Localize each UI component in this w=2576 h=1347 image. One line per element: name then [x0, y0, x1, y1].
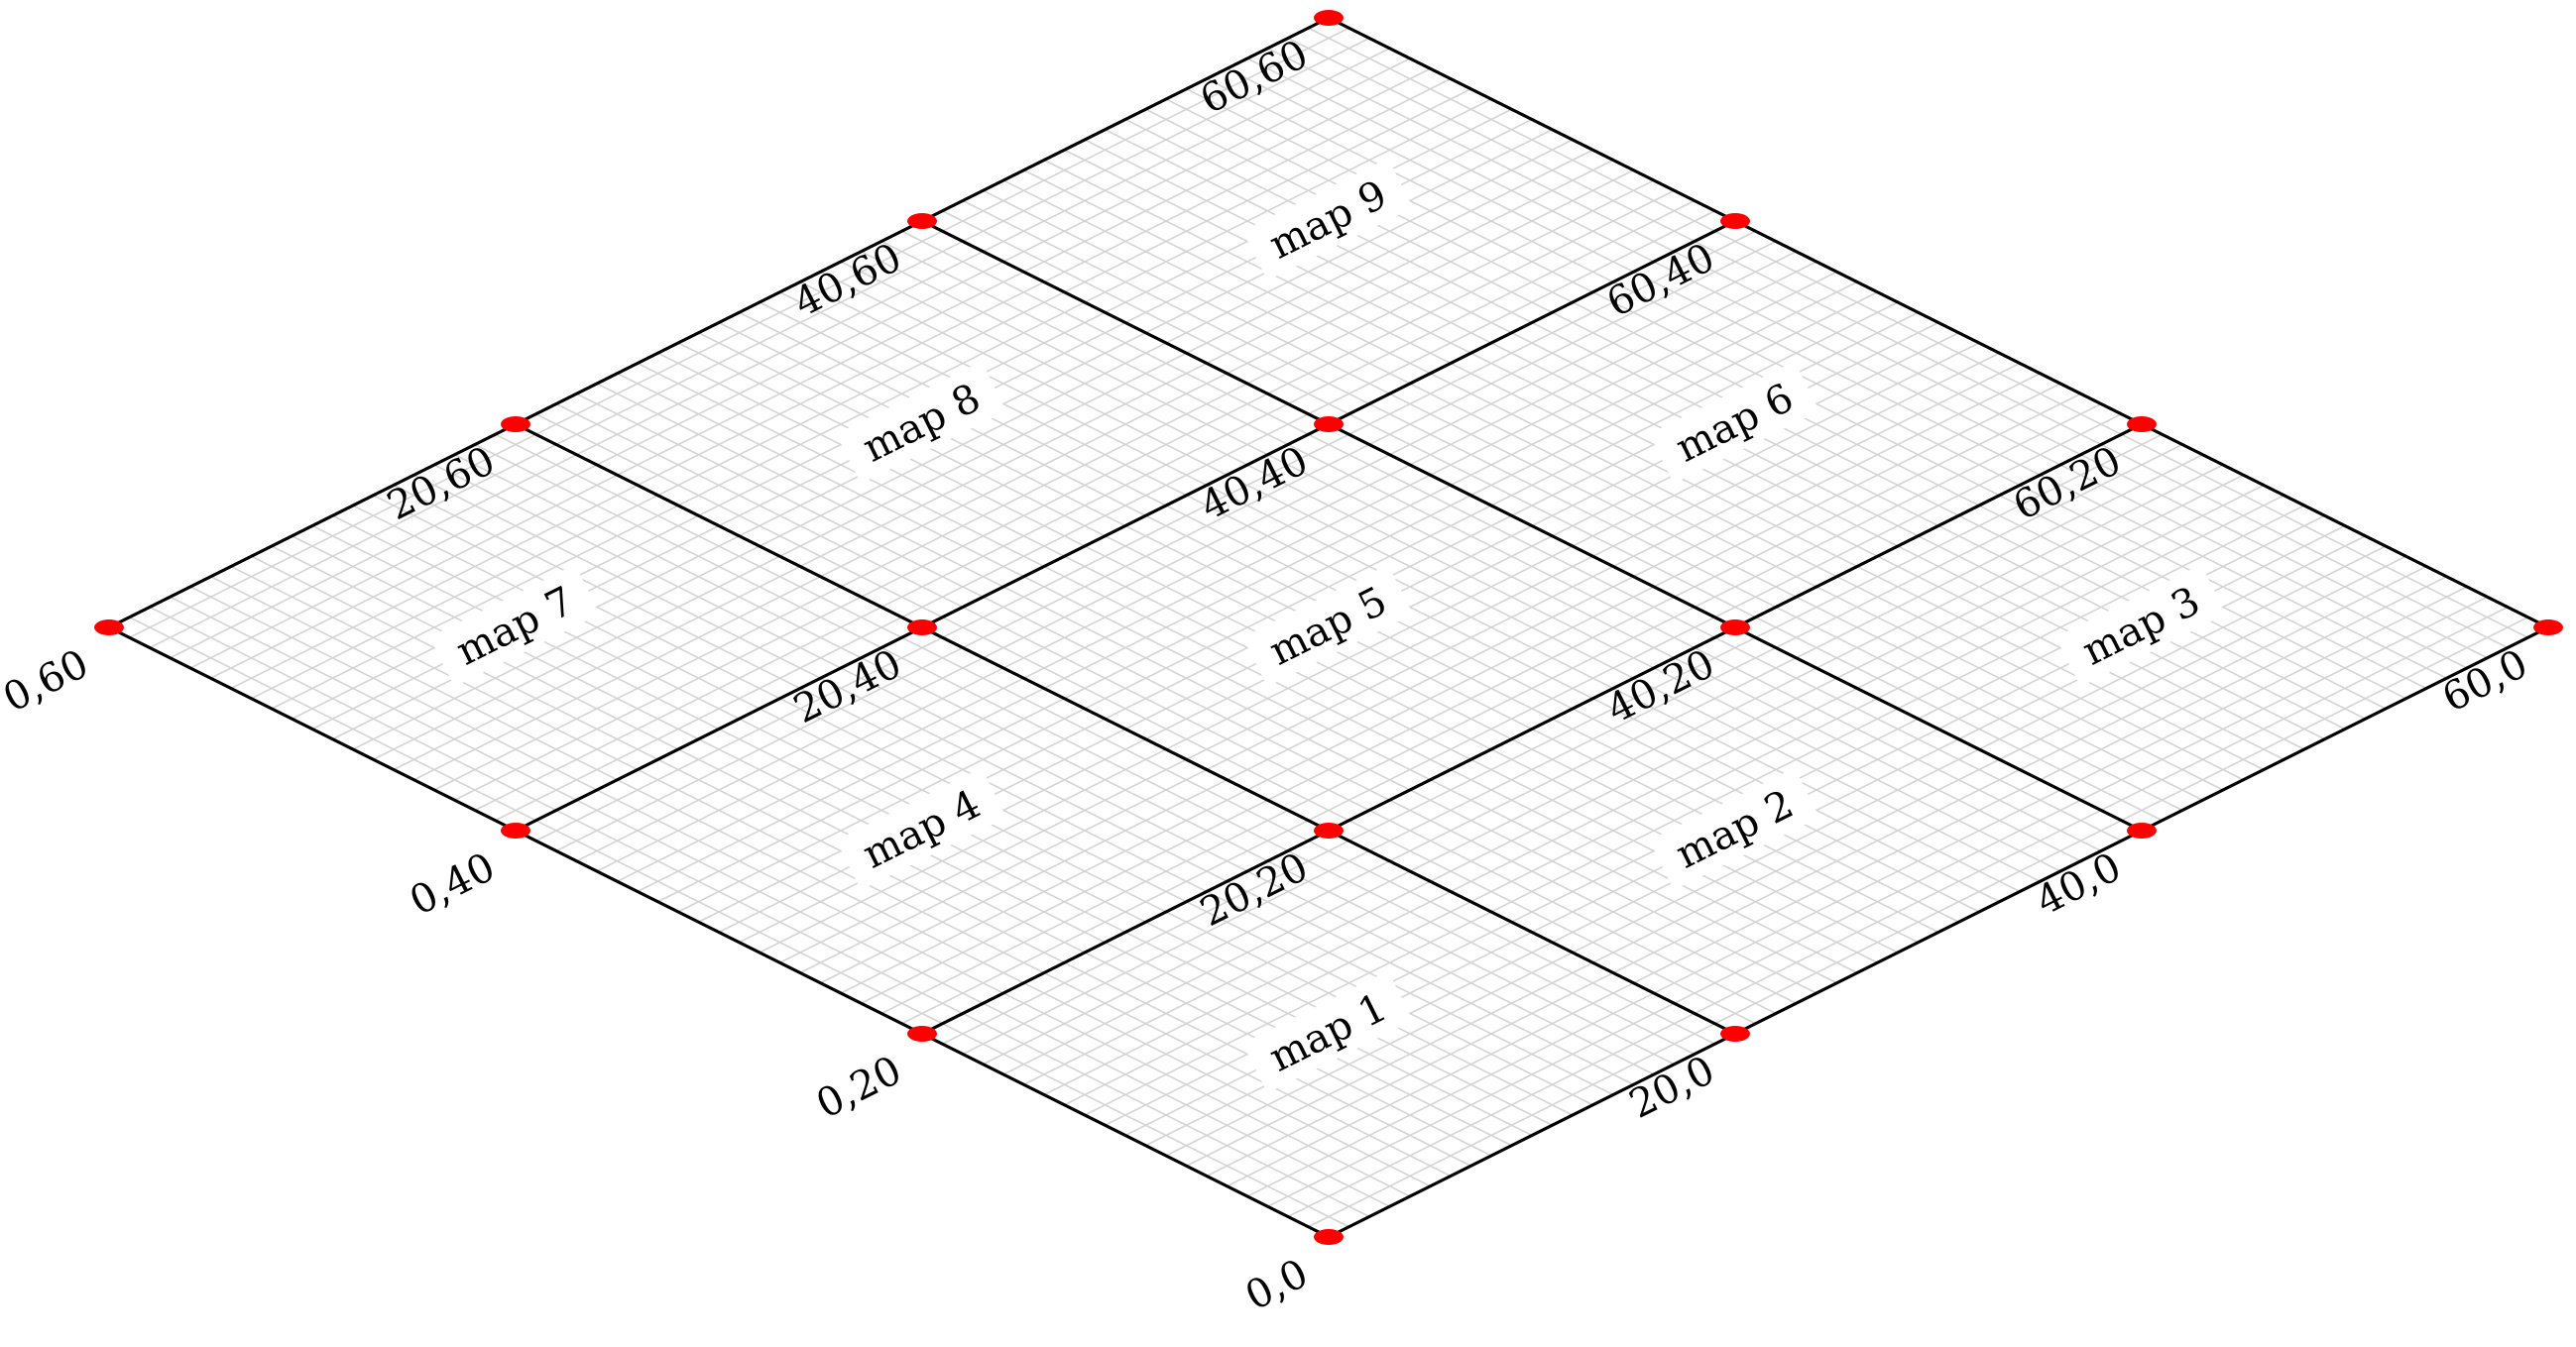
vertex-label: 40,20 — [1599, 641, 1721, 732]
vertex-label-text: 40,40 — [1193, 438, 1315, 529]
vertex-label: 40,0 — [2029, 844, 2128, 925]
vertex-label: 60,20 — [2006, 438, 2128, 529]
tile-label-background — [1242, 970, 1413, 1093]
vertex-label: 20,60 — [380, 438, 502, 529]
fine-grid-line — [230, 77, 1452, 690]
vertex-markers — [94, 10, 2563, 1245]
vertex-marker — [1720, 619, 1750, 635]
tile-label-text: map 8 — [856, 375, 988, 471]
vertex-marker — [2127, 823, 2157, 839]
vertex-marker — [94, 619, 124, 635]
fine-grid-line — [271, 98, 1492, 710]
vertex-label: 60,60 — [1193, 32, 1315, 123]
tile-label-background — [429, 564, 600, 687]
vertex-label-text: 40,0 — [2029, 844, 2128, 925]
vertex-marker — [1720, 213, 1750, 229]
fine-grid-line — [149, 37, 1370, 649]
vertex-marker — [907, 619, 937, 635]
fine-grid-line — [129, 27, 1349, 638]
vertex-label: 0,0 — [1238, 1251, 1315, 1320]
vertex-label-text: 40,60 — [786, 235, 908, 326]
fine-grid-line — [1246, 57, 2468, 669]
vertex-label-text: 40,20 — [1599, 641, 1721, 732]
tile-border-line — [921, 422, 2143, 1036]
tile-label-text: map 1 — [1262, 984, 1394, 1080]
tile-border-line — [108, 625, 1330, 1239]
vertex-marker — [1720, 1026, 1750, 1042]
fine-grid-line — [1308, 27, 2528, 638]
tile-label-background — [836, 361, 1006, 484]
tile-label-background — [1242, 564, 1413, 687]
vertex-label-text: 20,60 — [380, 438, 502, 529]
vertex-label: 40,40 — [1193, 438, 1315, 529]
vertex-label-text: 0,40 — [403, 844, 502, 925]
tile-label-background — [1649, 361, 1819, 484]
vertex-label: 60,40 — [1599, 235, 1721, 326]
vertex-label-text: 60,0 — [2435, 641, 2534, 722]
vertex-label-text: 60,20 — [2006, 438, 2128, 529]
vertex-marker — [501, 823, 530, 839]
tile-label-text: map 9 — [1262, 171, 1394, 268]
vertex-label: 0,20 — [809, 1048, 908, 1128]
tile-label-text: map 5 — [1262, 578, 1394, 674]
fine-grid-line — [1287, 37, 2509, 649]
vertex-label: 20,40 — [786, 641, 908, 732]
tile-label-background — [1242, 158, 1413, 281]
tile-label-text: map 2 — [1669, 781, 1801, 877]
tile-border-line — [515, 219, 1736, 833]
fine-grid-line — [210, 67, 1431, 679]
vertex-marker — [2127, 416, 2157, 432]
vertex-label-text: 0,20 — [809, 1048, 908, 1128]
tile-border-line — [1328, 625, 2549, 1239]
tile-borders — [108, 16, 2549, 1239]
vertex-label-text: 0,0 — [1238, 1251, 1315, 1320]
tile-label-background — [1649, 767, 1819, 890]
vertex-label-text: 20,20 — [1193, 844, 1315, 936]
vertex-label-text: 20,40 — [786, 641, 908, 732]
vertex-label: 60,0 — [2435, 641, 2534, 722]
tile-border-line — [921, 219, 2143, 833]
tile-border-line — [108, 16, 1330, 629]
vertex-label: 40,60 — [786, 235, 908, 326]
vertex-marker — [907, 213, 937, 229]
vertex-label: 0,40 — [403, 844, 502, 925]
vertex-marker — [1314, 1229, 1344, 1245]
tile-border-line — [1328, 16, 2549, 629]
vertex-label: 20,0 — [1622, 1048, 1721, 1128]
vertex-label: 0,60 — [0, 641, 95, 722]
vertex-marker — [501, 416, 530, 432]
vertex-label-text: 60,40 — [1599, 235, 1721, 326]
tile-label-text: map 6 — [1669, 375, 1801, 471]
vertex-marker — [907, 1026, 937, 1042]
vertex-marker — [1314, 823, 1344, 839]
tile-label-background — [836, 767, 1006, 890]
tile-label-text: map 3 — [2075, 578, 2207, 674]
tile-label-text: map 4 — [856, 781, 988, 877]
vertex-label: 20,20 — [1193, 844, 1315, 936]
tile-label-text: map 7 — [449, 578, 581, 674]
tile-label-background — [2055, 564, 2226, 687]
vertex-label-text: 0,60 — [0, 641, 95, 722]
vertex-marker — [2533, 619, 2563, 635]
fine-grid-line — [170, 48, 1390, 659]
fine-grid-line — [251, 88, 1471, 700]
fine-grid-line — [189, 57, 1411, 669]
fine-grid-line — [1267, 48, 2488, 659]
vertex-label-text: 20,0 — [1622, 1048, 1721, 1128]
fine-grid-line — [1206, 77, 2427, 690]
tile-border-line — [515, 422, 1736, 1036]
vertex-marker — [1314, 416, 1344, 432]
vertex-label-text: 60,60 — [1193, 32, 1315, 123]
fine-grid-line — [1227, 67, 2447, 679]
vertex-marker — [1314, 10, 1344, 26]
